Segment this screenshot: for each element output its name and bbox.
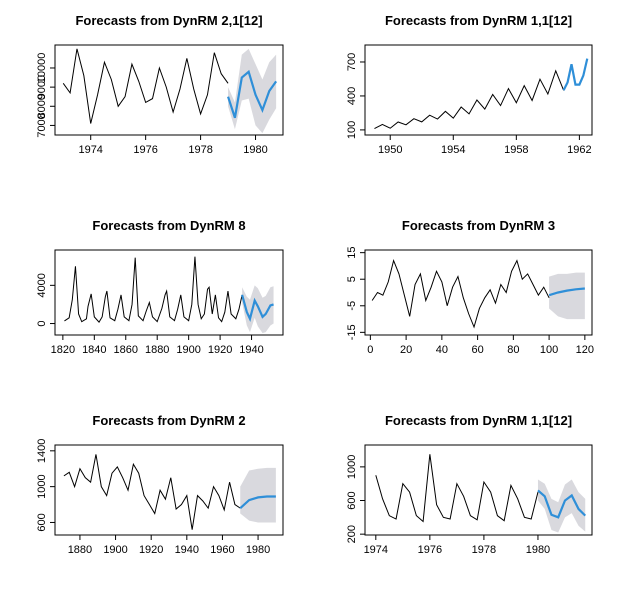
- x-tick-label: 40: [436, 344, 448, 356]
- y-tick-label: 1000: [346, 455, 358, 479]
- history-line: [375, 454, 539, 523]
- plot-frame: [364, 444, 593, 536]
- forecast-line: [562, 58, 589, 91]
- y-tick-label: 0: [36, 320, 48, 326]
- history-line: [371, 259, 550, 329]
- y-tick-label: 10000: [36, 53, 48, 84]
- x-tick-label: 1978: [472, 544, 496, 556]
- y-tick-label: 600: [346, 491, 358, 509]
- forecast-line: [548, 287, 585, 297]
- y-tick-label: 7000: [36, 113, 48, 137]
- x-tick-label: 20: [400, 344, 412, 356]
- x-tick-label: 1974: [364, 544, 388, 556]
- interval-band: [240, 467, 276, 523]
- forecast-line: [227, 69, 278, 119]
- x-tick-label: 1820: [51, 344, 75, 356]
- x-tick-label: 1960: [210, 544, 234, 556]
- x-tick-label: 1880: [145, 344, 169, 356]
- plot-frame: [364, 249, 593, 336]
- x-tick-label: 60: [471, 344, 483, 356]
- forecast-line: [239, 495, 276, 509]
- history-line: [64, 256, 243, 323]
- panel: Forecasts from DynRM 1,1[12] 1950 1954 1958…: [346, 13, 593, 156]
- x-tick-label: 1860: [114, 344, 138, 356]
- x-tick-label: 1950: [378, 144, 402, 156]
- chart-title: Forecasts from DynRM 3: [402, 218, 555, 233]
- forecast-line: [241, 294, 274, 322]
- y-tick-label: 400: [346, 87, 358, 105]
- x-tick-label: 1920: [208, 344, 232, 356]
- x-tick-label: 100: [540, 344, 558, 356]
- x-tick-label: 1958: [504, 144, 528, 156]
- history-line: [62, 48, 229, 124]
- x-tick-label: 1974: [78, 144, 102, 156]
- y-tick-label: 600: [36, 513, 48, 531]
- history-line: [63, 454, 241, 530]
- y-tick-label: 1000: [36, 474, 48, 498]
- plot-frame: [54, 249, 284, 336]
- y-tick-label: 200: [346, 525, 358, 543]
- x-tick-label: 1880: [68, 544, 92, 556]
- forecast-line: [537, 489, 587, 519]
- plot-frame: [54, 444, 284, 536]
- chart-title: Forecasts from DynRM 8: [92, 218, 245, 233]
- y-tick-label: -5: [346, 301, 358, 311]
- y-tick-label: -15: [346, 324, 358, 340]
- history-line: [374, 69, 565, 129]
- plot-frame: [54, 44, 284, 136]
- interval-band: [549, 272, 585, 320]
- panel: Forecasts from DynRM 2,1[12] 1974 1976 1978…: [36, 13, 284, 156]
- chart-title: Forecasts from DynRM 1,1[12]: [385, 413, 572, 428]
- x-tick-label: 1940: [239, 344, 263, 356]
- y-tick-label: 1400: [36, 439, 48, 463]
- interval-band: [228, 48, 277, 134]
- chart-title: Forecasts from DynRM 1,1[12]: [385, 13, 572, 28]
- y-tick-label: 8000: [36, 94, 48, 118]
- y-tick-label: 9000: [36, 75, 48, 99]
- panel: Forecasts from DynRM 3 0 20 40 60 80 100 120 -15…: [346, 218, 594, 356]
- x-tick-label: 120: [576, 344, 594, 356]
- x-tick-label: 1962: [567, 144, 591, 156]
- chart-title: Forecasts from DynRM 2,1[12]: [75, 13, 262, 28]
- x-tick-label: 1900: [103, 544, 127, 556]
- x-tick-label: 1840: [82, 344, 106, 356]
- y-tick-label: 4000: [36, 273, 48, 297]
- x-tick-label: 0: [367, 344, 373, 356]
- panel: Forecasts from DynRM 8 1820 1840 1860 1880 19…: [36, 218, 284, 356]
- y-tick-label: 15: [346, 247, 358, 259]
- y-tick-label: 700: [346, 53, 358, 71]
- x-tick-label: 1940: [175, 544, 199, 556]
- x-tick-label: 1976: [133, 144, 157, 156]
- x-tick-label: 1900: [176, 344, 200, 356]
- x-tick-label: 80: [507, 344, 519, 356]
- x-tick-label: 1976: [418, 544, 442, 556]
- y-tick-label: 100: [346, 121, 358, 139]
- y-tick-label: 5: [346, 276, 358, 282]
- panel: Forecasts from DynRM 2 1880 1900 1920 1940 19…: [36, 413, 284, 556]
- x-tick-label: 1954: [441, 144, 465, 156]
- x-tick-label: 1920: [139, 544, 163, 556]
- x-tick-label: 1978: [188, 144, 212, 156]
- chart-title: Forecasts from DynRM 2: [92, 413, 245, 428]
- x-tick-label: 1980: [243, 144, 267, 156]
- panel: Forecasts from DynRM 1,1[12] 1974 1976 1978…: [346, 413, 593, 556]
- plot-frame: [364, 44, 593, 136]
- x-tick-label: 1980: [526, 544, 550, 556]
- x-tick-label: 1980: [246, 544, 270, 556]
